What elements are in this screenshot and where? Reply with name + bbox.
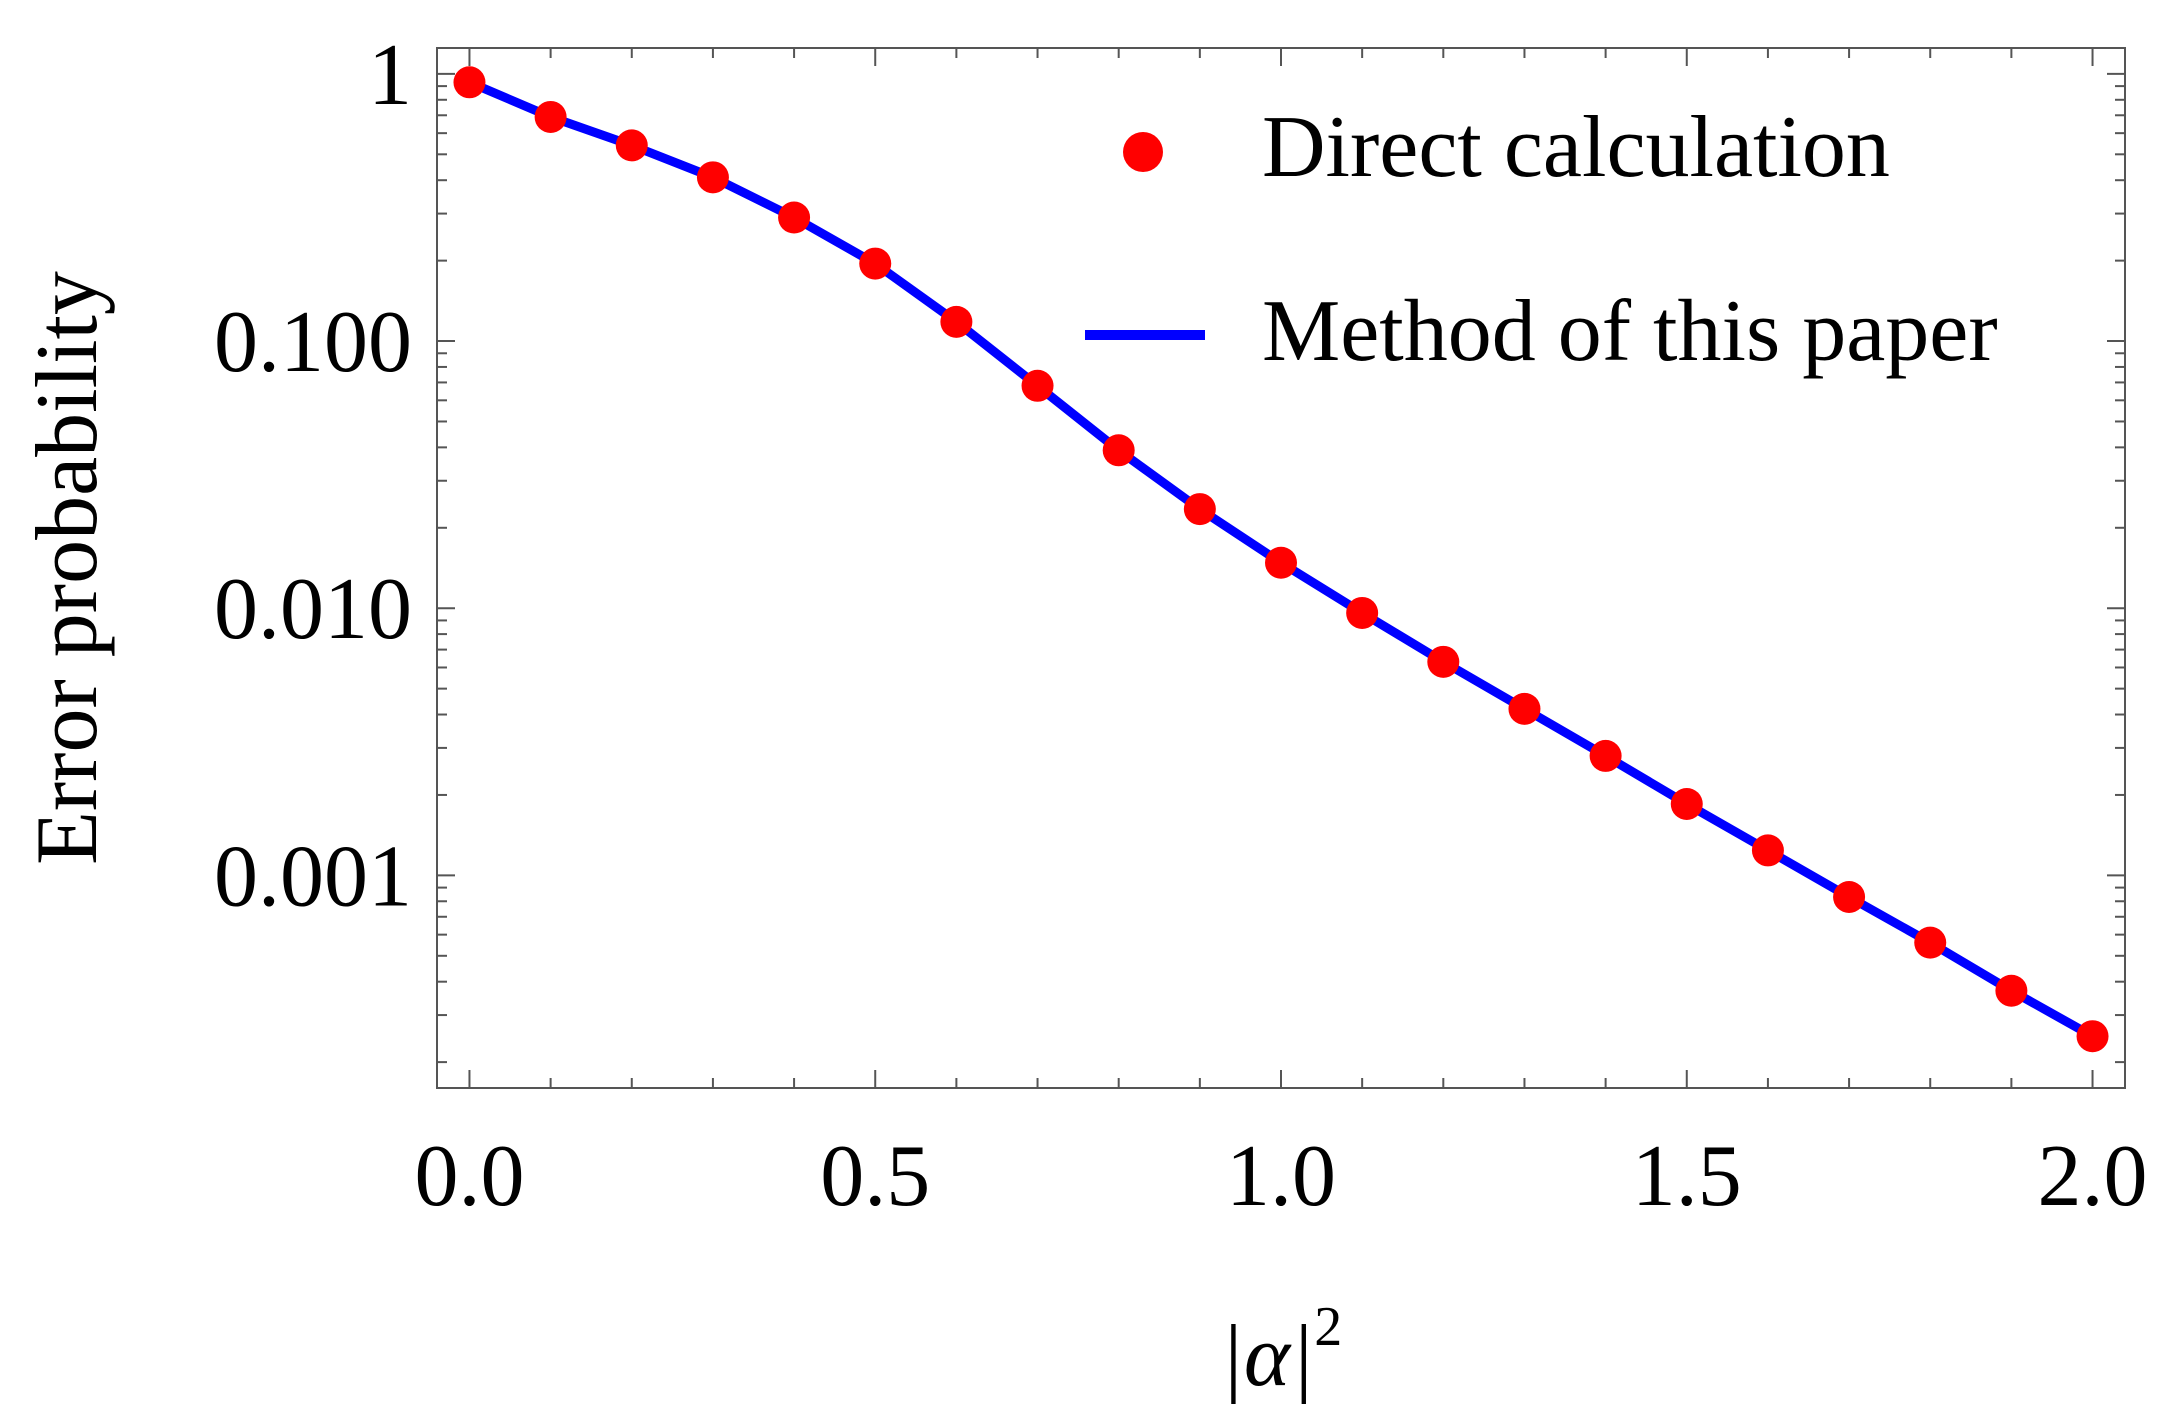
y-tick-label: 0.100 <box>214 294 412 391</box>
y-tick-label: 0.010 <box>214 561 412 658</box>
legend-label-method-of-this-paper: Method of this paper <box>1262 283 1998 380</box>
x-tick-label: 0.5 <box>820 1128 930 1225</box>
data-point <box>534 100 567 133</box>
legend-label-direct-calculation: Direct calculation <box>1262 99 1890 196</box>
data-point <box>1589 739 1622 772</box>
y-tick-label: 1 <box>368 27 412 124</box>
x-tick-label: 1.0 <box>1226 1128 1336 1225</box>
data-point <box>778 201 811 234</box>
y-axis-ticks: 1 0.100 0.010 0.001 <box>214 27 2125 925</box>
x-axis-title: |α|2 <box>1220 1296 1343 1405</box>
data-point <box>859 247 892 280</box>
data-point <box>1265 546 1297 579</box>
legend: Direct calculation Method of this paper <box>1085 99 1998 380</box>
y-tick-label: 0.001 <box>214 828 412 925</box>
data-point <box>696 161 729 194</box>
data-point <box>1508 692 1541 725</box>
x-axis-title-base: |α| <box>1220 1308 1315 1405</box>
data-point <box>1102 434 1135 467</box>
series-points-direct-calculation <box>453 66 2109 1053</box>
data-point <box>453 66 486 99</box>
x-axis-title-exponent: 2 <box>1314 1296 1342 1358</box>
x-tick-label: 0.0 <box>414 1128 524 1225</box>
data-point <box>1751 834 1784 867</box>
data-point <box>1995 974 2028 1007</box>
y-axis-title: Error probability <box>19 271 116 865</box>
legend-marker-direct-calculation <box>1123 132 1163 172</box>
data-point <box>1183 493 1216 526</box>
data-point <box>1021 369 1054 402</box>
data-point <box>1833 880 1866 913</box>
data-point <box>1346 596 1379 629</box>
x-tick-label: 1.5 <box>1632 1128 1742 1225</box>
x-tick-label: 2.0 <box>2038 1128 2148 1225</box>
data-point <box>1427 645 1460 678</box>
data-point <box>1670 787 1703 820</box>
minor-ticks <box>437 48 2125 1088</box>
data-point <box>615 129 648 162</box>
data-point <box>2076 1020 2109 1053</box>
x-axis-ticks: 0.0 0.5 1.0 1.5 2.0 <box>414 48 2148 1225</box>
data-point <box>1914 926 1947 959</box>
data-point <box>940 305 973 338</box>
